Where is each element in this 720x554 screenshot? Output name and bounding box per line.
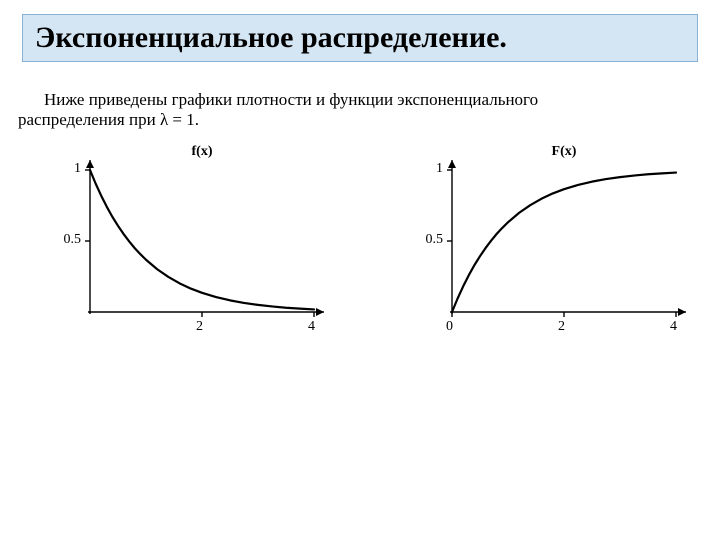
chart-pdf-title: f(x) [162, 144, 242, 160]
chart-pdf-svg [44, 148, 324, 338]
chart-cdf-title: F(x) [524, 144, 604, 160]
xtick-label: 2 [196, 319, 203, 335]
ytick-label: 1 [74, 161, 81, 177]
description: Ниже приведены графики плотности и функц… [18, 90, 702, 130]
xtick-label: 4 [308, 319, 315, 335]
title-text: Экспоненциальное распределение. [35, 21, 507, 54]
chart-pdf: f(x) 0.5124 [44, 148, 324, 338]
xtick-label: 2 [558, 319, 565, 335]
chart-cdf-svg [406, 148, 686, 338]
chart-cdf: F(x) 0.51024 [406, 148, 686, 338]
description-line2: распределения при λ = 1. [18, 110, 702, 130]
ytick-label: 0.5 [64, 232, 82, 248]
ytick-label: 1 [436, 161, 443, 177]
title-box: Экспоненциальное распределение. [22, 14, 698, 62]
description-line1: Ниже приведены графики плотности и функц… [18, 90, 702, 110]
charts-row: f(x) 0.5124 F(x) 0.51024 [44, 148, 686, 338]
xtick-label: 4 [670, 319, 677, 335]
xtick-label: 0 [446, 319, 453, 335]
ytick-label: 0.5 [426, 232, 444, 248]
